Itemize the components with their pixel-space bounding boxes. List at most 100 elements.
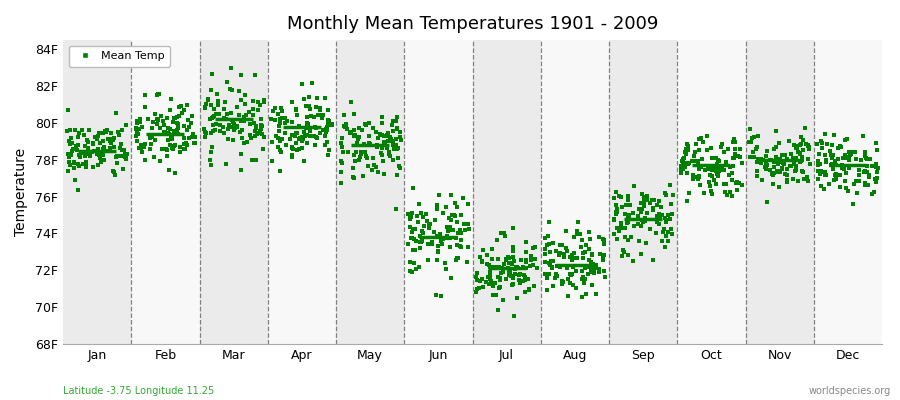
Point — [724, 193, 739, 200]
Bar — [63, 40, 131, 344]
Point — [59, 128, 74, 134]
Point — [63, 140, 77, 147]
Point — [382, 148, 396, 155]
Point — [771, 168, 786, 174]
Point — [778, 171, 792, 178]
Point — [676, 166, 690, 172]
Point — [635, 219, 650, 226]
Point — [691, 174, 706, 180]
Point — [542, 241, 556, 247]
Point — [379, 132, 393, 138]
Point — [319, 129, 333, 136]
Point — [770, 154, 784, 160]
Point — [567, 255, 581, 262]
Point — [335, 159, 349, 166]
Point — [553, 242, 567, 248]
Point — [764, 156, 778, 163]
Point — [470, 277, 484, 283]
Point — [103, 138, 117, 144]
Point — [692, 164, 706, 171]
Point — [691, 160, 706, 166]
Point — [506, 280, 520, 287]
Point — [779, 155, 794, 162]
Point — [206, 128, 220, 134]
Point — [387, 146, 401, 152]
Point — [338, 122, 352, 129]
Point — [508, 264, 523, 270]
Point — [518, 258, 533, 265]
Point — [726, 163, 741, 169]
Point — [810, 141, 824, 148]
Point — [164, 96, 178, 102]
Point — [78, 162, 93, 168]
Point — [663, 201, 678, 208]
Point — [284, 119, 299, 126]
Point — [711, 162, 725, 169]
Point — [374, 151, 389, 158]
Point — [168, 115, 183, 121]
Point — [78, 153, 93, 160]
Point — [802, 144, 816, 150]
Point — [476, 284, 491, 290]
Point — [321, 120, 336, 126]
Point — [308, 124, 322, 130]
Point — [751, 156, 765, 162]
Point — [158, 129, 173, 135]
Point — [302, 132, 317, 139]
Point — [360, 155, 374, 161]
Point — [767, 164, 781, 170]
Point — [643, 226, 657, 232]
Point — [292, 136, 306, 142]
Point — [273, 138, 287, 144]
Point — [381, 130, 395, 136]
Point — [337, 123, 351, 130]
Point — [402, 215, 417, 222]
Point — [441, 228, 455, 234]
Point — [850, 190, 864, 196]
Point — [862, 172, 877, 178]
Point — [198, 128, 212, 135]
Point — [704, 188, 718, 194]
Point — [555, 242, 570, 248]
Point — [705, 191, 719, 198]
Point — [75, 149, 89, 156]
Point — [322, 147, 337, 153]
Point — [841, 188, 855, 194]
Point — [224, 65, 238, 71]
Point — [475, 258, 490, 264]
Point — [165, 136, 179, 142]
Point — [745, 135, 760, 142]
Text: worldspecies.org: worldspecies.org — [809, 386, 891, 396]
Point — [470, 285, 484, 292]
Point — [76, 132, 91, 138]
Point — [239, 112, 254, 118]
Point — [207, 106, 221, 112]
Point — [308, 141, 322, 148]
Point — [609, 189, 624, 196]
Point — [869, 164, 884, 170]
Point — [654, 238, 669, 244]
Point — [316, 126, 330, 133]
Point — [469, 288, 483, 295]
Point — [68, 144, 83, 150]
Point — [203, 102, 218, 108]
Point — [325, 121, 339, 128]
Point — [824, 155, 839, 162]
Point — [674, 162, 688, 169]
Point — [132, 126, 147, 133]
Point — [384, 122, 399, 128]
Point — [801, 142, 815, 148]
Point — [828, 171, 842, 177]
Point — [300, 132, 314, 138]
Point — [129, 133, 143, 139]
Point — [803, 161, 817, 168]
Point — [81, 139, 95, 146]
Point — [303, 113, 318, 120]
Point — [117, 147, 131, 154]
Point — [334, 140, 348, 146]
Point — [472, 278, 487, 284]
Point — [221, 122, 236, 128]
Point — [220, 78, 234, 85]
Point — [354, 151, 368, 157]
Point — [256, 146, 270, 152]
